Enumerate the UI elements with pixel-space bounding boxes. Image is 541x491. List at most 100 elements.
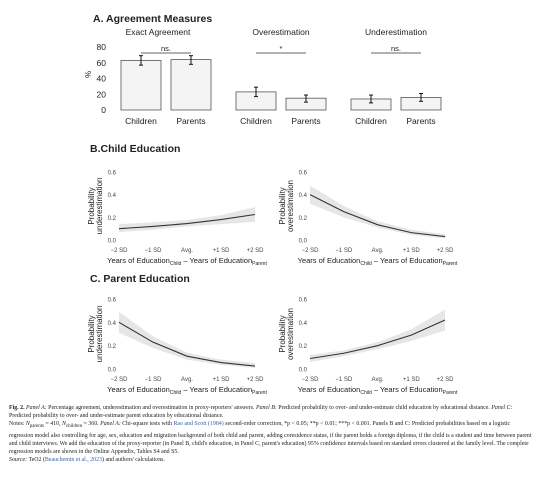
significance-label: ns. xyxy=(391,44,401,53)
bar xyxy=(170,59,212,111)
x-axis-label-sub-child: Child xyxy=(360,390,372,396)
caption-notes-text-2: second-order correction, *p < 0.05; **p … xyxy=(9,421,532,456)
x-tick-label: Avg. xyxy=(181,248,193,254)
caption-source-text-1: TeO2 ( xyxy=(27,457,45,464)
caption-n-children-sub: children xyxy=(65,424,83,430)
x-axis-label-mid: – Years of Education xyxy=(181,385,252,394)
caption-n-parents-sub: parents xyxy=(29,424,44,430)
caption-source-label: Source: xyxy=(9,457,28,464)
caption-rao-scott-link[interactable]: Rao and Scott (1984) xyxy=(173,421,224,428)
y-tick-label: 40 xyxy=(97,74,107,84)
panel-b-title: B.Child Education xyxy=(90,143,180,155)
y-tick-label: 0.4 xyxy=(108,321,117,327)
series-line xyxy=(118,213,256,230)
y-tick-label: 0.6 xyxy=(108,171,117,177)
x-axis-label: Years of EducationChild – Years of Educa… xyxy=(298,256,458,267)
category-label: Parents xyxy=(176,116,205,126)
x-axis-label-main: Years of Education xyxy=(107,385,170,394)
group-title: Overestimation xyxy=(252,27,309,37)
bar xyxy=(120,59,162,111)
y-axis-label-line1: Probability xyxy=(87,187,96,224)
y-tick-label: 0.2 xyxy=(299,216,308,222)
x-tick-label: +2 SD xyxy=(437,377,455,383)
x-tick-label: +1 SD xyxy=(213,377,231,383)
x-tick-label: −1 SD xyxy=(335,248,353,254)
caption-n-parents-val: = 410, xyxy=(43,421,63,428)
x-tick-label: +2 SD xyxy=(247,377,265,383)
caption-notes-panel-a: Panel A: xyxy=(100,421,121,428)
x-tick-label: −2 SD xyxy=(302,377,320,383)
caption-n-parents: N xyxy=(25,421,30,428)
x-axis-label-sub-child: Child xyxy=(170,261,182,267)
panel-a-plot: 0 20 40 60 80 Exact Agreement Children Parents n… xyxy=(97,27,442,126)
x-tick-label: −2 SD xyxy=(111,248,129,254)
x-axis-label: Years of EducationChild – Years of Educa… xyxy=(298,385,458,396)
caption-panel-c-text: Predicted probability to over- and under… xyxy=(9,413,224,420)
x-axis-label-mid: – Years of Education xyxy=(372,256,443,265)
x-axis-label-mid: – Years of Education xyxy=(181,256,252,265)
x-tick-label: +1 SD xyxy=(213,248,231,254)
x-axis-label-main: Years of Education xyxy=(107,256,170,265)
y-axis-label-line1: Probability xyxy=(278,187,287,224)
y-axis-label-line2: underestimation xyxy=(95,306,104,363)
panel-c-overestimation-plot: Probability overestimation 0.0 0.2 0.4 0.6 −2 … xyxy=(278,298,458,397)
caption-panel-a-label: Panel A: xyxy=(26,405,47,411)
significance-label: ns. xyxy=(161,44,171,53)
category-label: Children xyxy=(355,116,387,126)
series-line xyxy=(118,321,256,367)
confidence-band xyxy=(310,309,445,362)
y-tick-label: 0 xyxy=(101,105,106,115)
series-line xyxy=(309,319,446,360)
x-tick-label: −2 SD xyxy=(302,248,320,254)
x-tick-label: Avg. xyxy=(181,377,193,383)
y-tick-label: 0.0 xyxy=(299,239,308,245)
confidence-band xyxy=(310,185,445,239)
y-axis-label-line2: underestimation xyxy=(95,178,104,235)
figure-canvas: A. Agreement Measures % 0 20 40 60 80 Exact A… xyxy=(84,13,458,397)
x-axis-label-sub-child: Child xyxy=(170,390,182,396)
y-tick-label: 0.6 xyxy=(299,171,308,177)
x-tick-label: −2 SD xyxy=(111,377,129,383)
x-axis-label-sub-child: Child xyxy=(360,261,372,267)
x-axis-label: Years of EducationChild – Years of Educa… xyxy=(107,385,267,396)
significance-label: * xyxy=(280,44,283,53)
x-tick-label: +2 SD xyxy=(437,248,455,254)
group-title: Underestimation xyxy=(365,27,427,37)
y-axis-label-line2: overestimation xyxy=(286,308,295,360)
y-tick-label: 0.2 xyxy=(108,216,117,222)
caption-beauchemin-link[interactable]: Beauchemin et al., 2023 xyxy=(44,457,103,464)
group-title: Exact Agreement xyxy=(126,27,191,37)
panel-a-title: A. Agreement Measures xyxy=(93,13,212,25)
x-axis-label-mid: – Years of Education xyxy=(372,385,443,394)
caption-panel-b-text: Predicted probability to over- and under… xyxy=(276,405,492,411)
caption-source-text-2: ) and authors' calculations. xyxy=(102,457,165,464)
y-tick-label: 0.0 xyxy=(299,368,308,374)
confidence-band xyxy=(119,311,255,368)
y-axis-label-line1: Probability xyxy=(87,315,96,352)
y-axis-label-line2: overestimation xyxy=(286,180,295,232)
caption-fig-label: Fig. 2. xyxy=(9,405,25,411)
caption-notes-label: Notes: xyxy=(9,421,26,428)
category-label: Parents xyxy=(406,116,435,126)
x-tick-label: −1 SD xyxy=(335,377,353,383)
x-tick-label: +2 SD xyxy=(247,248,265,254)
x-axis-label-main: Years of Education xyxy=(298,256,361,265)
x-tick-label: Avg. xyxy=(372,377,384,383)
figure-caption: Fig. 2. Panel A: Percentage agreement, u… xyxy=(9,404,533,465)
y-tick-label: 0.6 xyxy=(108,298,117,304)
y-tick-label: 0.2 xyxy=(108,344,117,350)
y-tick-label: 80 xyxy=(97,42,107,52)
caption-notes-text-1: Chi-square tests with xyxy=(120,421,174,428)
x-tick-label: −1 SD xyxy=(145,377,163,383)
caption-panel-b-label: Panel B: xyxy=(256,405,277,411)
x-tick-label: +1 SD xyxy=(403,377,421,383)
y-tick-label: 0.2 xyxy=(299,344,308,350)
y-tick-label: 0.4 xyxy=(108,193,117,199)
y-tick-label: 0.0 xyxy=(108,239,117,245)
x-axis-label-sub-parent: Parent xyxy=(252,390,267,396)
y-tick-label: 0.4 xyxy=(299,321,308,327)
y-tick-label: 0.6 xyxy=(299,298,308,304)
y-tick-label: 0.4 xyxy=(299,193,308,199)
category-label: Parents xyxy=(291,116,320,126)
x-axis-label-sub-parent: Parent xyxy=(443,261,458,267)
